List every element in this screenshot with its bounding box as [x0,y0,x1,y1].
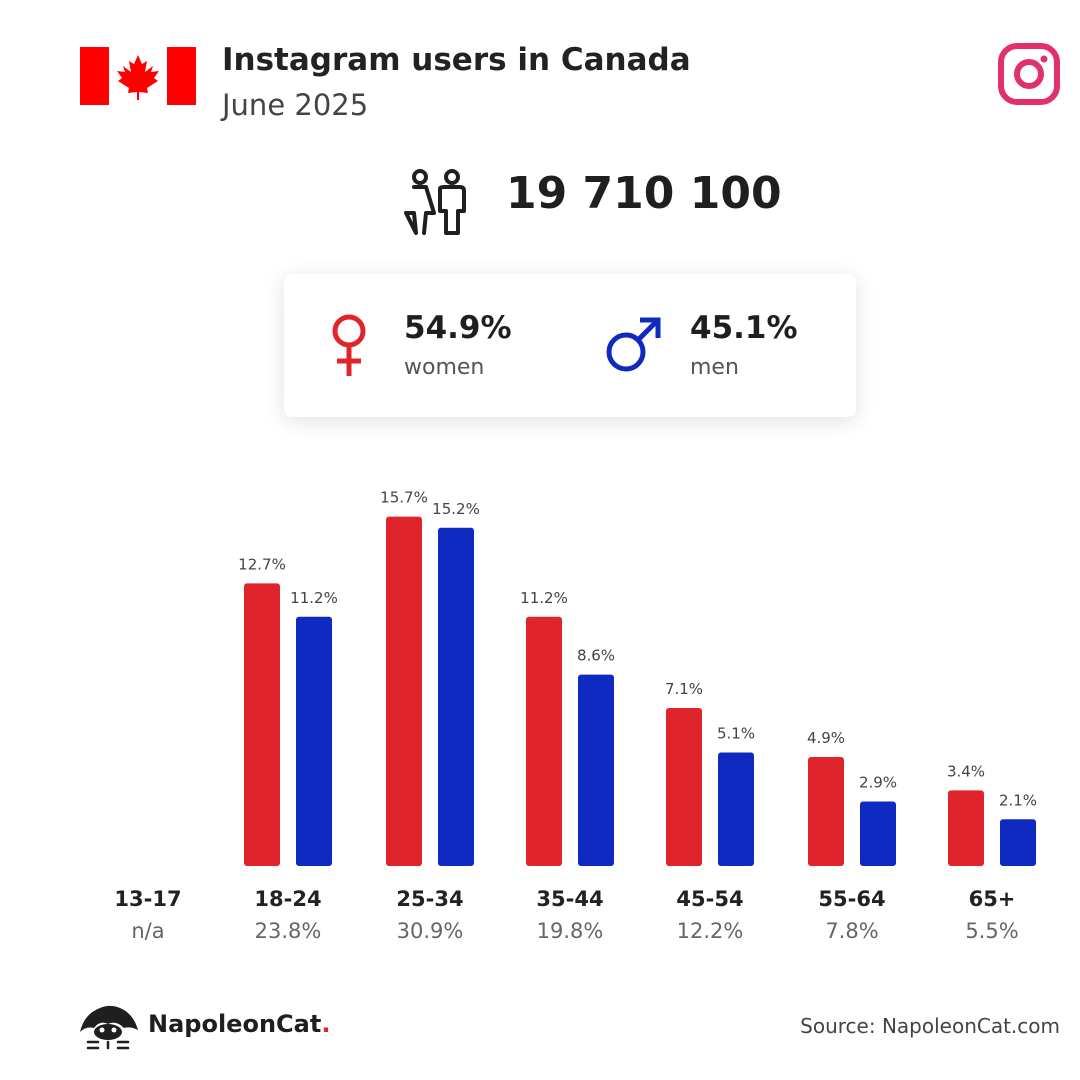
women-percentage: 54.9% [404,310,512,346]
category-label-13-17: 13-17 [114,887,181,911]
bar-label-18-24-s0: 12.7% [238,555,286,573]
bar-25-34-s1 [438,527,474,866]
female-icon [332,314,366,376]
bar-label-25-34-s0: 15.7% [380,489,428,507]
category-total-65+: 5.5% [965,919,1018,943]
bar-35-44-s0 [526,616,562,866]
bar-label-65+-s1: 2.1% [999,791,1037,809]
bar-18-24-s0 [244,583,280,866]
category-label-18-24: 18-24 [254,887,321,911]
category-label-45-54: 45-54 [676,887,743,911]
category-total-55-64: 7.8% [825,919,878,943]
bar-65+-s0 [948,790,984,866]
category-label-35-44: 35-44 [536,887,603,911]
bar-label-25-34-s1: 15.2% [432,500,480,518]
bar-55-64-s0 [808,756,844,866]
page-title: Instagram users in Canada [222,42,691,78]
people-icon [404,169,466,235]
bar-label-65+-s0: 3.4% [947,762,985,780]
bar-label-35-44-s1: 8.6% [577,647,615,665]
canada-flag-icon [80,47,196,105]
page-subtitle: June 2025 [222,88,369,122]
age-gender-bar-chart: 13-17n/a12.7%11.2%18-2423.8%15.7%15.2%25… [114,489,1037,943]
bar-45-54-s0 [666,708,702,866]
gender-card: 54.9% women 45.1% men [284,274,856,417]
bar-35-44-s1 [578,674,614,866]
male-icon [606,317,661,372]
brand-dot: . [321,1010,331,1038]
bar-label-45-54-s0: 7.1% [665,680,703,698]
men-label: men [690,355,739,380]
category-total-25-34: 30.9% [397,919,464,943]
bar-label-35-44-s0: 11.2% [520,589,568,607]
bar-label-55-64-s1: 2.9% [859,773,897,791]
category-label-55-64: 55-64 [818,887,885,911]
napoleoncat-logo-icon [80,1005,138,1050]
bar-label-55-64-s0: 4.9% [807,729,845,747]
category-total-35-44: 19.8% [537,919,604,943]
category-label-25-34: 25-34 [396,887,463,911]
total-users-value: 19 710 100 [506,168,782,219]
bar-65+-s1 [1000,819,1036,866]
bar-55-64-s1 [860,801,896,866]
source-text: Source: NapoleonCat.com [800,1014,1060,1038]
bar-label-18-24-s1: 11.2% [290,589,338,607]
bar-label-45-54-s1: 5.1% [717,725,755,743]
instagram-icon [998,43,1060,105]
women-label: women [404,355,485,380]
category-label-65+: 65+ [969,887,1016,911]
category-total-13-17: n/a [131,919,164,943]
category-total-18-24: 23.8% [255,919,322,943]
bar-25-34-s0 [386,516,422,866]
men-percentage: 45.1% [690,310,798,346]
category-total-45-54: 12.2% [677,919,744,943]
brand-name: NapoleonCat. [148,1010,330,1038]
bar-18-24-s1 [296,616,332,866]
bar-45-54-s1 [718,752,754,866]
brand-text: NapoleonCat [148,1010,322,1038]
